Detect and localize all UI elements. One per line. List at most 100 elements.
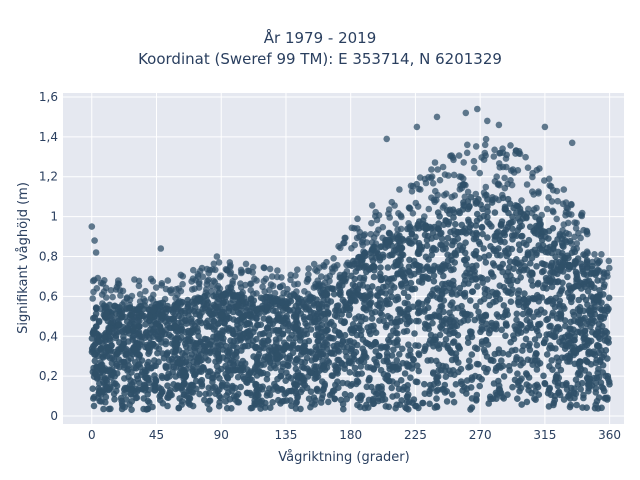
data-point	[392, 220, 400, 227]
data-point	[517, 361, 524, 369]
data-point	[571, 233, 578, 241]
data-point	[355, 313, 363, 320]
data-point	[204, 317, 212, 325]
data-point	[213, 253, 221, 260]
data-point	[265, 337, 272, 345]
y-tick-label: 1,4	[39, 130, 58, 144]
data-point	[484, 117, 491, 125]
data-point	[415, 185, 423, 193]
x-tick-label: 135	[275, 428, 298, 442]
data-point	[550, 244, 557, 252]
data-point	[193, 368, 200, 376]
data-point	[341, 365, 349, 373]
data-point	[523, 213, 530, 221]
data-point	[385, 336, 392, 344]
data-point	[448, 193, 456, 201]
data-point	[571, 336, 578, 344]
data-point	[249, 269, 256, 276]
data-point	[549, 300, 557, 308]
data-point	[276, 283, 284, 291]
data-point	[424, 357, 432, 364]
data-point	[451, 259, 459, 266]
data-point	[253, 372, 261, 379]
x-tick-label: 315	[533, 428, 556, 442]
data-point	[565, 282, 573, 290]
data-point	[127, 390, 134, 398]
data-point	[405, 204, 413, 211]
data-point	[495, 121, 503, 129]
data-point	[112, 380, 119, 388]
data-point	[548, 198, 556, 205]
data-point	[216, 375, 223, 382]
data-point	[386, 252, 393, 259]
data-point	[533, 263, 540, 270]
data-point	[531, 336, 539, 343]
data-point	[436, 331, 444, 339]
data-point	[455, 208, 463, 215]
data-point	[92, 249, 100, 256]
data-point	[501, 238, 508, 246]
data-point	[523, 241, 530, 248]
data-point	[564, 343, 571, 350]
data-point	[346, 337, 354, 345]
data-point	[600, 274, 608, 281]
data-point	[213, 351, 220, 359]
data-point	[397, 309, 405, 317]
data-point	[215, 259, 223, 266]
data-point	[419, 399, 426, 407]
data-point	[488, 322, 496, 329]
data-point	[552, 345, 559, 352]
data-point	[526, 307, 534, 315]
data-point	[530, 313, 537, 321]
data-point	[107, 405, 114, 413]
data-point	[531, 395, 538, 402]
data-point	[156, 393, 163, 400]
data-point	[414, 250, 422, 257]
data-point	[99, 300, 106, 307]
data-point	[217, 365, 225, 373]
data-point	[212, 358, 219, 365]
data-point	[179, 360, 186, 367]
data-point	[400, 289, 408, 297]
data-point	[440, 272, 447, 280]
data-point	[90, 402, 98, 410]
data-point	[294, 308, 302, 315]
data-point	[156, 327, 163, 335]
data-point	[369, 397, 377, 404]
data-point	[440, 297, 448, 304]
data-point	[378, 276, 385, 284]
data-point	[277, 373, 284, 380]
y-tick-label: 0,4	[39, 329, 58, 343]
data-point	[116, 287, 124, 294]
data-point	[484, 276, 491, 283]
data-point	[117, 345, 125, 352]
data-point	[282, 377, 290, 385]
data-point	[366, 376, 373, 384]
data-point	[521, 263, 529, 270]
data-point	[144, 345, 152, 352]
data-point	[520, 295, 528, 303]
data-point	[368, 253, 375, 261]
data-point	[356, 228, 364, 236]
data-point	[541, 123, 549, 131]
data-point	[421, 306, 429, 313]
data-point	[149, 403, 156, 411]
data-point	[326, 272, 334, 280]
data-point	[436, 307, 443, 314]
data-point	[480, 346, 488, 354]
data-point	[303, 330, 311, 338]
data-point	[585, 384, 592, 392]
data-point	[384, 312, 392, 320]
data-point	[243, 307, 250, 314]
data-point	[505, 362, 513, 370]
data-point	[370, 263, 378, 270]
data-point	[305, 271, 312, 278]
data-point	[549, 366, 556, 374]
data-point	[269, 399, 276, 406]
data-point	[91, 357, 99, 365]
data-point	[411, 330, 418, 337]
data-point	[267, 404, 274, 412]
data-point	[528, 209, 536, 217]
data-point	[407, 346, 414, 354]
